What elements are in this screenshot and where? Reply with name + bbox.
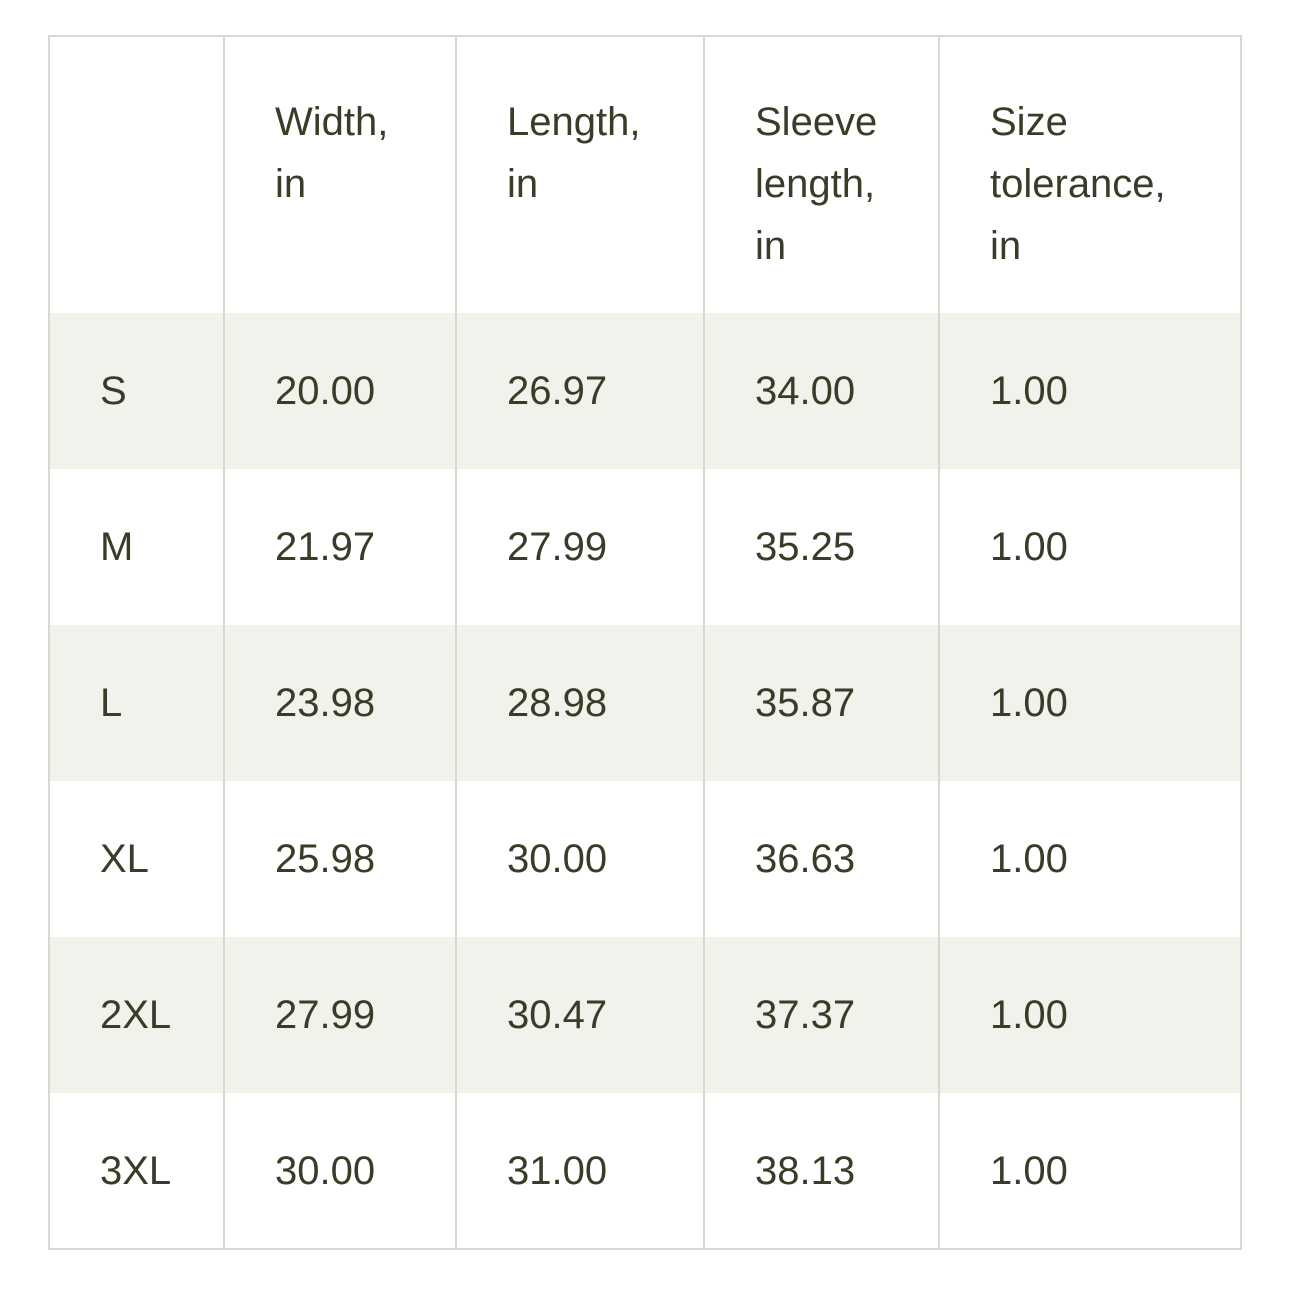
size-tolerance-value: 1.00	[938, 625, 1241, 781]
width-value: 23.98	[223, 625, 456, 781]
size-tolerance-value: 1.00	[938, 781, 1241, 937]
size-label: XL	[100, 837, 149, 881]
width-value: 30.00	[223, 1093, 456, 1249]
sleeve-length-value: 36.63	[703, 781, 939, 937]
sleeve-length-value: 35.25	[703, 469, 939, 625]
length-value: 31.00	[455, 1093, 704, 1249]
size-label: 3XL	[100, 1148, 172, 1193]
size-tolerance-value: 1.00	[938, 1093, 1241, 1249]
table-row-m: M 21.97 27.99 35.25 1.00	[49, 469, 1241, 625]
column-header-size	[49, 36, 224, 313]
table-row-3xl: 3XL 30.00 31.00 38.13 1.00	[49, 1093, 1241, 1249]
table-row-xl: XL 25.98 30.00 36.63 1.00	[49, 781, 1241, 937]
size-label: S	[100, 369, 127, 413]
header-row: Width, in Length, in Sleeve length, in S…	[49, 36, 1241, 313]
width-value: 27.99	[223, 937, 456, 1093]
length-value: 30.00	[455, 781, 704, 937]
column-header-sleeve-length: Sleeve length, in	[703, 36, 939, 313]
width-value: 25.98	[223, 781, 456, 937]
length-value: 30.47	[455, 937, 704, 1093]
size-tolerance-value: 1.00	[938, 469, 1241, 625]
column-header-size-tolerance: Size tolerance, in	[938, 36, 1241, 313]
length-value: 28.98	[455, 625, 704, 781]
size-label: L	[100, 681, 123, 725]
column-header-length: Length, in	[455, 36, 704, 313]
size-label: 2XL	[100, 993, 172, 1037]
size-label: M	[100, 525, 134, 569]
length-value: 27.99	[455, 469, 704, 625]
width-value: 20.00	[223, 313, 456, 469]
table-row-2xl: 2XL 27.99 30.47 37.37 1.00	[49, 937, 1241, 1093]
width-value: 21.97	[223, 469, 456, 625]
sleeve-length-value: 35.87	[703, 625, 939, 781]
sleeve-length-value: 38.13	[703, 1093, 939, 1249]
column-header-width: Width, in	[223, 36, 456, 313]
sleeve-length-value: 37.37	[703, 937, 939, 1093]
size-chart-table: Width, in Length, in Sleeve length, in S…	[48, 35, 1242, 1250]
sleeve-length-value: 34.00	[703, 313, 939, 469]
table-row-l: L 23.98 28.98 35.87 1.00	[49, 625, 1241, 781]
length-value: 26.97	[455, 313, 704, 469]
size-tolerance-value: 1.00	[938, 313, 1241, 469]
size-tolerance-value: 1.00	[938, 937, 1241, 1093]
table-row-s: S 20.00 26.97 34.00 1.00	[49, 313, 1241, 469]
